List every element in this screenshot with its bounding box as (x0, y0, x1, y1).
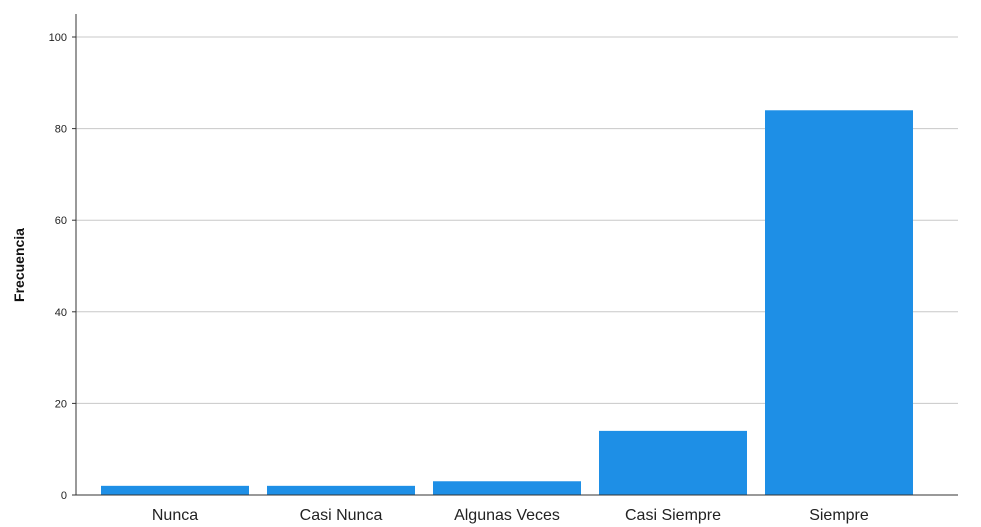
bar-nunca (101, 485, 249, 495)
axes (75, 14, 958, 496)
bar-casi-nunca (267, 485, 415, 495)
y-tick-label: 20 (55, 398, 67, 410)
y-tick-label: 0 (61, 490, 67, 502)
bar-siempre (765, 110, 913, 495)
y-tick-label: 80 (55, 124, 67, 136)
x-category-labels: Nunca Casi Nunca Algunas Veces Casi Siempre… (152, 507, 869, 524)
x-category-label: Siempre (809, 507, 869, 524)
y-axis-title: Frecuencia (11, 228, 27, 302)
x-category-label: Casi Siempre (625, 507, 721, 524)
bars (101, 110, 913, 495)
y-tick-label: 60 (55, 215, 67, 227)
y-tick-labels: 0 20 40 60 80 100 (49, 32, 76, 502)
y-tick-label: 100 (49, 32, 67, 44)
x-category-label: Casi Nunca (300, 507, 383, 524)
y-tick-label: 40 (55, 307, 67, 319)
bar-casi-siempre (599, 430, 747, 495)
x-category-label: Algunas Veces (454, 507, 560, 524)
bar-algunas-veces (433, 481, 581, 495)
x-category-label: Nunca (152, 507, 198, 524)
